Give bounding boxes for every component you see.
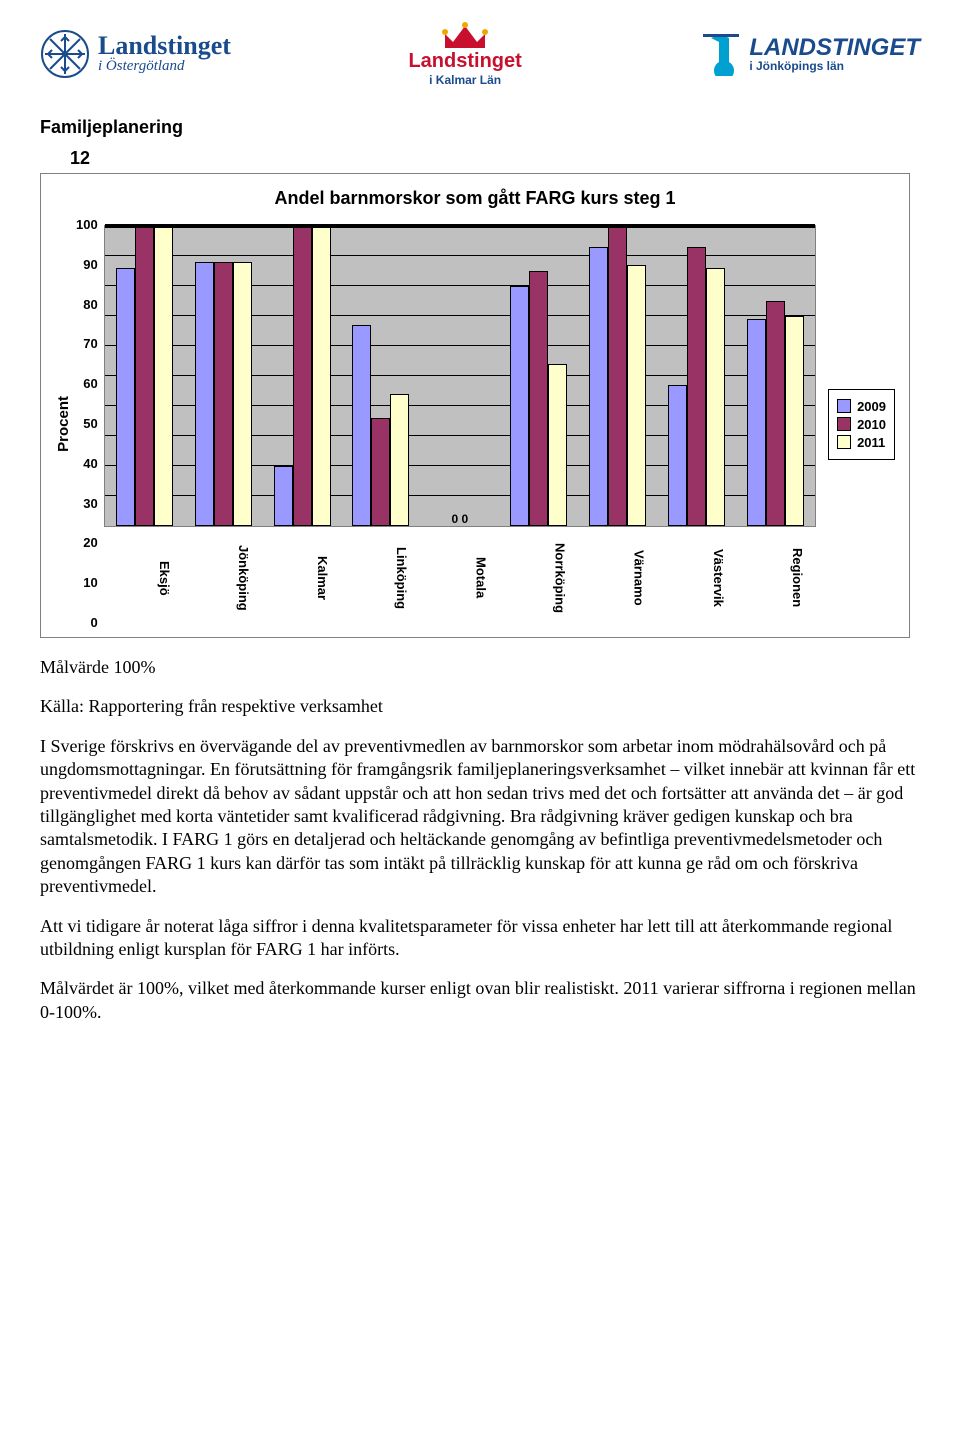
x-axis-label: Värnamo bbox=[590, 533, 647, 623]
target-value-text: Målvärde 100% bbox=[40, 656, 920, 679]
chart-number: 12 bbox=[70, 148, 920, 169]
bar bbox=[274, 466, 293, 526]
x-axis-label: Jönköping bbox=[194, 533, 251, 623]
logo-jonkoping: LANDSTINGET i Jönköpings län bbox=[699, 32, 920, 76]
bar bbox=[687, 247, 706, 526]
bar bbox=[214, 262, 233, 526]
logo-ostergotland: Landstinget i Östergötland bbox=[40, 29, 231, 79]
bar-group bbox=[589, 226, 646, 526]
bar bbox=[233, 262, 252, 526]
bar bbox=[529, 271, 548, 526]
bar bbox=[627, 265, 646, 526]
logo3-top: LANDSTINGET bbox=[749, 36, 920, 60]
bar bbox=[352, 325, 371, 526]
zero-value-label: 0 0 bbox=[452, 512, 469, 526]
legend-label: 2011 bbox=[857, 435, 885, 450]
y-axis-label: Procent bbox=[55, 225, 76, 623]
bar-group bbox=[352, 325, 409, 526]
bar bbox=[548, 364, 567, 526]
legend-label: 2010 bbox=[857, 417, 886, 432]
bar bbox=[154, 226, 173, 526]
bar bbox=[589, 247, 608, 526]
bar bbox=[510, 286, 529, 526]
logo1-top: Landstinget bbox=[98, 33, 231, 59]
bar bbox=[312, 226, 331, 526]
snowflake-icon bbox=[40, 29, 90, 79]
target-line bbox=[105, 224, 815, 228]
bar bbox=[293, 226, 312, 526]
logo2-top: Landstinget bbox=[408, 50, 521, 73]
bar-group bbox=[747, 301, 804, 526]
header-logos: Landstinget i Östergötland Landstinget i… bbox=[40, 20, 920, 87]
x-axis-label: Motala bbox=[431, 533, 488, 623]
logo3-bottom: i Jönköpings län bbox=[749, 60, 920, 72]
paragraph-history: Att vi tidigare år noterat låga siffror … bbox=[40, 915, 920, 962]
crown-icon bbox=[435, 20, 495, 50]
paragraph-target: Målvärdet är 100%, vilket med återkomman… bbox=[40, 977, 920, 1024]
plot-area: 0 0 bbox=[104, 225, 816, 527]
bar bbox=[116, 268, 135, 526]
chart-container: Andel barnmorskor som gått FARG kurs ste… bbox=[40, 173, 910, 638]
x-axis-labels: Eksjö Jönköping Kalmar Linköping Motala Norrk… bbox=[104, 533, 816, 623]
bar bbox=[608, 226, 627, 526]
bar bbox=[706, 268, 725, 526]
x-axis-label: Linköping bbox=[352, 533, 409, 623]
legend-swatch-icon bbox=[837, 435, 851, 449]
legend-label: 2009 bbox=[857, 399, 886, 414]
y-axis-ticks: 1009080706050403020100 bbox=[76, 225, 104, 623]
bar-group bbox=[195, 262, 252, 526]
legend-item: 2009 bbox=[837, 399, 886, 414]
bar bbox=[195, 262, 214, 526]
x-axis-label: Västervik bbox=[669, 533, 726, 623]
bar bbox=[371, 418, 390, 526]
bar bbox=[766, 301, 785, 526]
bar-group bbox=[510, 271, 567, 526]
bar-group bbox=[274, 226, 331, 526]
legend-swatch-icon bbox=[837, 399, 851, 413]
logo2-bottom: i Kalmar Län bbox=[429, 73, 501, 87]
bar bbox=[747, 319, 766, 526]
section-title: Familjeplanering bbox=[40, 117, 920, 138]
x-axis-label: Regionen bbox=[748, 533, 805, 623]
bar bbox=[668, 385, 687, 526]
legend-item: 2010 bbox=[837, 417, 886, 432]
bar-group bbox=[668, 247, 725, 526]
bar bbox=[390, 394, 409, 526]
legend-swatch-icon bbox=[837, 417, 851, 431]
x-axis-label: Kalmar bbox=[273, 533, 330, 623]
bar bbox=[135, 226, 154, 526]
legend-item: 2011 bbox=[837, 435, 886, 450]
source-text: Källa: Rapportering från respektive verk… bbox=[40, 695, 920, 718]
paragraph-main: I Sverige förskrivs en övervägande del a… bbox=[40, 735, 920, 899]
x-axis-label: Norrköping bbox=[510, 533, 567, 623]
chart-title: Andel barnmorskor som gått FARG kurs ste… bbox=[55, 188, 895, 209]
logo1-bottom: i Östergötland bbox=[98, 59, 231, 74]
logo-kalmar: Landstinget i Kalmar Län bbox=[408, 20, 521, 87]
note-icon bbox=[699, 32, 743, 76]
x-axis-label: Eksjö bbox=[115, 533, 172, 623]
bar-group bbox=[116, 226, 173, 526]
legend: 2009 2010 2011 bbox=[828, 389, 895, 460]
bar bbox=[785, 316, 804, 526]
